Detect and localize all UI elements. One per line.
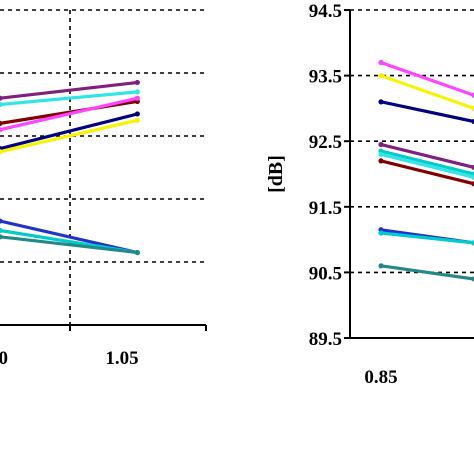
series-point [471, 181, 474, 187]
series-line [379, 60, 474, 97]
series-line [0, 235, 139, 255]
series-point [134, 95, 140, 101]
series-point [471, 276, 474, 282]
series-point [471, 118, 474, 125]
series-line [379, 73, 474, 111]
series-point [0, 149, 3, 155]
series-point [471, 105, 474, 111]
series-point [471, 164, 474, 171]
y-axis-label: [dB] [265, 155, 287, 193]
series-point [378, 73, 384, 79]
series-point [134, 111, 140, 117]
series-point [0, 127, 3, 133]
series-point [378, 263, 384, 269]
series-point [378, 158, 384, 164]
series-point [378, 99, 384, 105]
x-tick-label: 0.85 [364, 367, 397, 388]
series-point [378, 59, 384, 66]
series-line [379, 100, 474, 124]
series-point [134, 249, 140, 256]
x-tick-label: 0 [0, 348, 8, 369]
series-point [0, 218, 3, 224]
y-tick-label: 94.5 [309, 1, 342, 22]
right-chart: 89.5 90.5 91.5 92.5 93.5 94.5 [dB] 0.85 [265, 1, 474, 388]
y-tick-label: 91.5 [309, 198, 342, 219]
series-line [0, 90, 139, 107]
series-point [471, 174, 474, 180]
series-point [134, 89, 140, 95]
series-point [471, 240, 474, 246]
y-tick-label: 93.5 [309, 67, 342, 88]
series-line [0, 96, 139, 132]
series-point [0, 95, 3, 101]
series-point [134, 79, 140, 86]
series-line [379, 264, 474, 281]
series-point [0, 234, 3, 240]
series-line [379, 142, 474, 169]
x-tick-label: 1.05 [105, 348, 138, 369]
y-tick-label: 89.5 [309, 329, 342, 350]
series-line [0, 112, 139, 151]
series-point [378, 230, 384, 236]
series-point [471, 92, 474, 98]
series-point [134, 117, 140, 123]
series-line [379, 149, 474, 176]
y-tick-label: 90.5 [309, 263, 342, 284]
series-point [0, 120, 3, 126]
y-tick-label: 92.5 [309, 132, 342, 153]
series-point [0, 101, 3, 108]
left-chart: 0 1.05 [0, 9, 207, 369]
series-line [379, 152, 474, 179]
series-line [379, 231, 474, 245]
series-line [379, 159, 474, 186]
series-line [0, 80, 139, 100]
series-line [0, 118, 139, 154]
series-point [378, 151, 384, 157]
series-point [378, 141, 384, 148]
series-point [0, 227, 3, 234]
